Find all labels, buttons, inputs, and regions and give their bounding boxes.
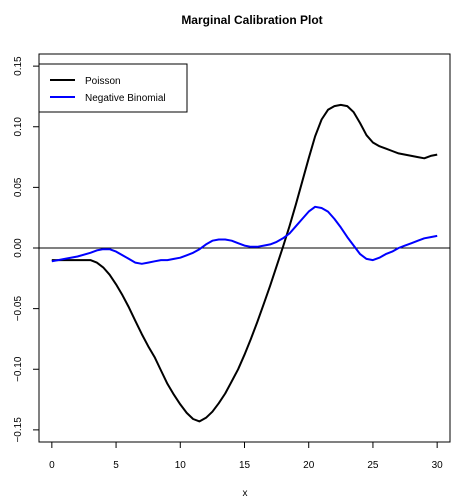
legend-label-poisson: Poisson bbox=[85, 76, 121, 87]
chart-title: Marginal Calibration Plot bbox=[181, 13, 322, 27]
legend-label-negative-binomial: Negative Binomial bbox=[85, 93, 166, 104]
y-tick-label: 0.05 bbox=[13, 177, 24, 197]
x-axis: 0 5 10 15 20 25 30 bbox=[49, 442, 443, 471]
x-tick-label: 15 bbox=[239, 460, 251, 471]
y-tick-label: −0.10 bbox=[13, 356, 24, 382]
y-tick-label: 0.00 bbox=[13, 238, 24, 258]
legend: Poisson Negative Binomial bbox=[38, 63, 188, 113]
x-tick-label: 10 bbox=[175, 460, 187, 471]
x-tick-label: 25 bbox=[367, 460, 379, 471]
x-tick-label: 5 bbox=[113, 460, 119, 471]
y-tick-label: 0.15 bbox=[13, 56, 24, 76]
legend-box bbox=[38, 63, 188, 113]
y-tick-label: −0.15 bbox=[13, 417, 24, 443]
series-line-negative-binomial bbox=[51, 205, 438, 265]
y-axis: −0.15 −0.10 −0.05 0.00 0.05 0.10 0.15 bbox=[13, 56, 39, 443]
x-axis-label: x bbox=[243, 488, 248, 499]
x-tick-label: 30 bbox=[432, 460, 444, 471]
series-line-poisson bbox=[51, 103, 438, 423]
series-layer bbox=[51, 103, 438, 423]
y-tick-label: 0.10 bbox=[13, 117, 24, 137]
x-tick-label: 20 bbox=[303, 460, 315, 471]
y-tick-label: −0.05 bbox=[13, 296, 24, 322]
x-tick-label: 0 bbox=[49, 460, 55, 471]
